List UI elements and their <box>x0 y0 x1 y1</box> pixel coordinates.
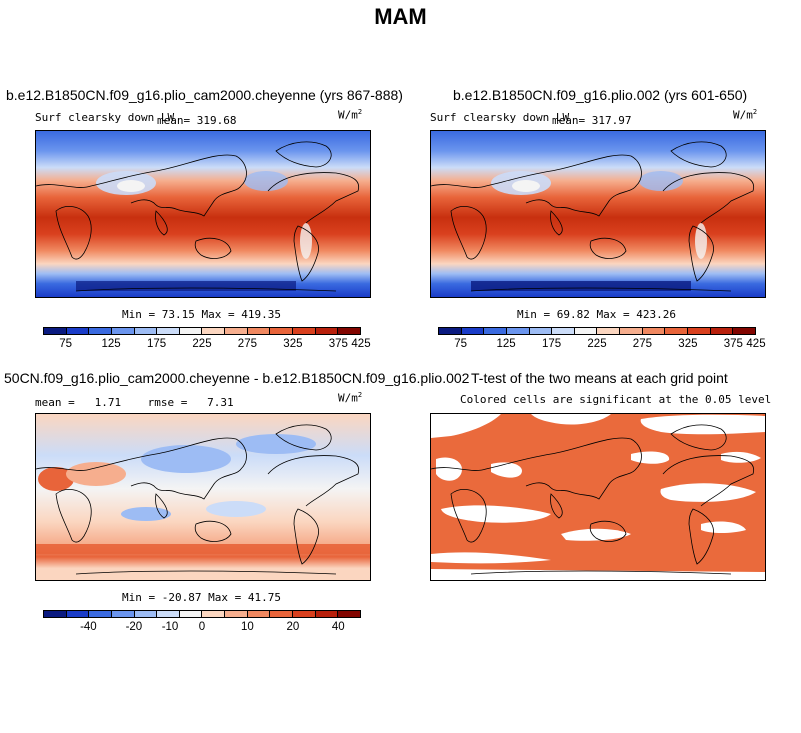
colorbar-swatch <box>293 328 316 334</box>
colorbar-tick: 325 <box>283 338 303 350</box>
panel-case-title-bottom-left: 50CN.f09_g16.plio_cam2000.cheyenne - b.e… <box>4 370 470 386</box>
colorbar-swatch <box>529 328 553 334</box>
colorbar-tick: 20 <box>286 621 300 633</box>
colorbar-swatch <box>597 328 621 334</box>
colorbar-swatch <box>247 328 271 334</box>
colorbar-tick: 10 <box>240 621 254 633</box>
colorbar-tick: 40 <box>331 621 345 633</box>
colorbar-tick: 275 <box>237 338 257 350</box>
colorbar-tick: 75 <box>454 338 468 350</box>
colorbar-swatch <box>338 611 360 617</box>
colorbar-swatch <box>225 328 248 334</box>
colorbar-tick: 425 <box>351 338 371 350</box>
variable-label-top-right: Surf clearsky down LW <box>430 111 570 124</box>
colorbar-swatch <box>111 611 135 617</box>
colorbar-swatches <box>43 610 361 618</box>
colorbar-swatch <box>620 328 643 334</box>
colorbar-swatch <box>293 611 316 617</box>
colorbar-swatch <box>44 611 67 617</box>
ttest-title: T-test of the two means at each grid poi… <box>471 370 728 386</box>
colorbar-swatches <box>43 327 361 335</box>
colorbar-tick: 225 <box>192 338 212 350</box>
colorbar-tick: -10 <box>161 621 179 633</box>
colorbar-tick: 325 <box>678 338 698 350</box>
colorbar-tick: 375 <box>723 338 743 350</box>
colorbar-tick: 225 <box>587 338 607 350</box>
colorbar-swatch <box>710 328 734 334</box>
colorbar-tick: 0 <box>198 621 206 633</box>
colorbar-swatch <box>134 611 158 617</box>
colorbar-swatch <box>461 328 485 334</box>
colorbar-swatch <box>439 328 462 334</box>
colorbar-tick: 75 <box>59 338 73 350</box>
colorbar-swatch <box>134 328 158 334</box>
diff-stats: mean = 1.71 rmse = 7.31 <box>35 396 234 409</box>
colorbar-swatch <box>89 611 112 617</box>
colorbar-swatch <box>733 328 755 334</box>
mean-value-top-left: mean= 319.68 <box>157 114 237 127</box>
units-top-right: W/m2 <box>733 108 758 122</box>
colorbar-tick: -20 <box>125 621 143 633</box>
colorbar-swatch <box>66 328 90 334</box>
colorbar-swatch <box>44 328 67 334</box>
variable-label-top-left: Surf clearsky down LW <box>35 111 175 124</box>
map-top-right <box>430 130 766 298</box>
colorbar-swatch <box>202 328 226 334</box>
colorbar-swatch <box>315 611 339 617</box>
units-bottom-left: W/m2 <box>338 391 363 405</box>
minmax-top-left: Min = 73.15 Max = 419.35 <box>122 308 281 321</box>
colorbar-swatches <box>438 327 756 335</box>
colorbar-tick: 125 <box>496 338 516 350</box>
colorbar-top-left: 75 125 175 225 275 325 375 425 <box>43 327 371 352</box>
colorbar-swatch <box>552 328 575 334</box>
figure-title: MAM <box>374 4 427 29</box>
colorbar-swatch <box>315 328 339 334</box>
colorbar-swatch <box>225 611 248 617</box>
colorbar-swatch <box>89 328 112 334</box>
colorbar-swatch <box>157 328 180 334</box>
colorbar-swatch <box>202 611 226 617</box>
colorbar-swatch <box>270 611 294 617</box>
colorbar-swatch <box>642 328 666 334</box>
colorbar-tick: 175 <box>147 338 167 350</box>
colorbar-tick: -40 <box>80 621 97 633</box>
colorbar-swatch <box>179 328 203 334</box>
map-bottom-left <box>35 413 371 581</box>
colorbar-swatch <box>179 611 203 617</box>
colorbar-swatch <box>338 328 360 334</box>
colorbar-swatch <box>270 328 294 334</box>
panel-case-title-top-right: b.e12.B1850CN.f09_g16.plio.002 (yrs 601-… <box>453 87 748 103</box>
colorbar-tick: 275 <box>632 338 652 350</box>
colorbar-top-right: 75 125 175 225 275 325 375 425 <box>438 327 766 352</box>
colorbar-swatch <box>247 611 271 617</box>
colorbar-swatch <box>688 328 711 334</box>
colorbar-tick: 125 <box>101 338 121 350</box>
colorbar-swatch <box>484 328 507 334</box>
colorbar-swatch <box>157 611 180 617</box>
minmax-top-right: Min = 69.82 Max = 423.26 <box>517 308 676 321</box>
colorbar-swatch <box>665 328 689 334</box>
colorbar-tick: 375 <box>328 338 348 350</box>
colorbar-tick: 425 <box>746 338 766 350</box>
map-bottom-right <box>430 413 766 581</box>
minmax-bottom-left: Min = -20.87 Max = 41.75 <box>122 591 281 604</box>
colorbar-swatch <box>574 328 598 334</box>
colorbar-swatch <box>506 328 530 334</box>
colorbar-bottom-left: -40 -20 -10 0 10 20 40 <box>43 610 361 635</box>
panel-case-title-top-left: b.e12.B1850CN.f09_g16.plio_cam2000.cheye… <box>6 87 403 103</box>
map-top-left <box>35 130 371 298</box>
units-top-left: W/m2 <box>338 108 363 122</box>
colorbar-swatch <box>66 611 90 617</box>
ttest-subtitle: Colored cells are significant at the 0.0… <box>460 393 772 406</box>
colorbar-tick: 175 <box>542 338 562 350</box>
colorbar-swatch <box>111 328 135 334</box>
mean-value-top-right: mean= 317.97 <box>552 114 632 127</box>
